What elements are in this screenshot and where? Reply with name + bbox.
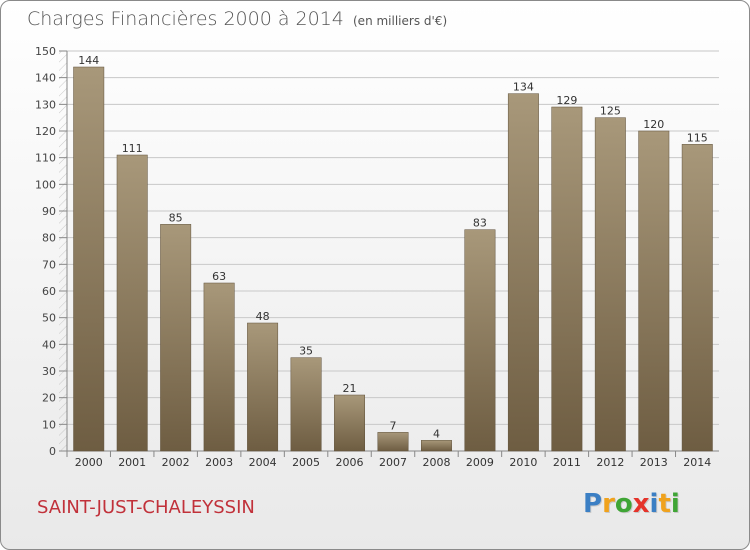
y-tick-label: 70 bbox=[42, 258, 56, 271]
bar bbox=[247, 322, 279, 452]
x-tick-label: 2000 bbox=[75, 456, 103, 469]
y-tick-label: 50 bbox=[42, 312, 56, 325]
bar bbox=[73, 66, 105, 452]
y-tick-label: 100 bbox=[35, 178, 56, 191]
x-tick-label: 2008 bbox=[422, 456, 450, 469]
proxiti-logo: Proxiti bbox=[583, 489, 680, 519]
y-tick-label: 80 bbox=[42, 232, 56, 245]
city-name: SAINT-JUST-CHALEYSSIN bbox=[37, 497, 255, 518]
y-tick-label: 0 bbox=[49, 445, 56, 458]
x-tick-label: 2009 bbox=[466, 456, 494, 469]
bar bbox=[681, 144, 713, 452]
data-label: 63 bbox=[212, 270, 226, 283]
y-tick-label: 150 bbox=[35, 45, 56, 58]
x-tick-label: 2002 bbox=[162, 456, 190, 469]
x-tick-label: 2004 bbox=[249, 456, 277, 469]
x-tick-label: 2010 bbox=[509, 456, 537, 469]
y-axis-band bbox=[59, 51, 67, 451]
y-tick-label: 110 bbox=[35, 152, 56, 165]
chart-title: Charges Financières 2000 à 2014 bbox=[27, 8, 344, 30]
x-tick-label: 2003 bbox=[205, 456, 233, 469]
bar bbox=[203, 282, 235, 452]
data-label: 21 bbox=[343, 382, 357, 395]
y-tick-label: 130 bbox=[35, 98, 56, 111]
logo-letter: o bbox=[614, 489, 633, 519]
x-tick-label: 2012 bbox=[596, 456, 624, 469]
y-tick-label: 90 bbox=[42, 205, 56, 218]
y-tick-label: 20 bbox=[42, 392, 56, 405]
bar bbox=[638, 130, 670, 452]
x-tick-label: 2006 bbox=[336, 456, 364, 469]
x-tick-label: 2007 bbox=[379, 456, 407, 469]
data-label: 120 bbox=[643, 118, 664, 131]
bar bbox=[160, 224, 192, 452]
y-tick-label: 40 bbox=[42, 338, 56, 351]
data-label: 129 bbox=[556, 94, 577, 107]
logo-letter: r bbox=[602, 489, 615, 519]
y-tick-label: 30 bbox=[42, 365, 56, 378]
x-tick-label: 2005 bbox=[292, 456, 320, 469]
data-label: 134 bbox=[513, 81, 534, 94]
x-tick-label: 2014 bbox=[683, 456, 711, 469]
logo-letter: t bbox=[658, 489, 671, 519]
bar bbox=[464, 229, 496, 452]
bar bbox=[551, 106, 583, 452]
y-tick-label: 120 bbox=[35, 125, 56, 138]
bar bbox=[421, 440, 452, 452]
y-tick-label: 60 bbox=[42, 285, 56, 298]
logo-letter: x bbox=[632, 489, 650, 519]
x-tick-label: 2001 bbox=[118, 456, 146, 469]
data-label: 144 bbox=[78, 54, 99, 67]
bar bbox=[377, 432, 409, 452]
bar bbox=[290, 357, 322, 452]
y-tick-label: 10 bbox=[42, 418, 56, 431]
data-label: 4 bbox=[433, 427, 440, 440]
bar bbox=[507, 93, 539, 452]
data-label: 111 bbox=[122, 142, 143, 155]
data-label: 125 bbox=[600, 105, 621, 118]
x-tick-label: 2013 bbox=[640, 456, 668, 469]
bar bbox=[334, 394, 365, 452]
logo-letter: i bbox=[649, 489, 659, 519]
bar bbox=[594, 117, 626, 452]
data-label: 35 bbox=[299, 345, 313, 358]
y-tick-label: 140 bbox=[35, 72, 56, 85]
logo-letter: i bbox=[670, 489, 680, 519]
data-label: 83 bbox=[473, 217, 487, 230]
logo-letter: P bbox=[583, 489, 603, 519]
data-label: 85 bbox=[169, 211, 183, 224]
data-label: 7 bbox=[390, 419, 397, 432]
data-label: 115 bbox=[687, 131, 708, 144]
chart-subtitle: (en milliers d'€) bbox=[353, 14, 448, 28]
bar bbox=[116, 154, 148, 452]
data-label: 48 bbox=[256, 310, 270, 323]
x-tick-label: 2011 bbox=[553, 456, 581, 469]
